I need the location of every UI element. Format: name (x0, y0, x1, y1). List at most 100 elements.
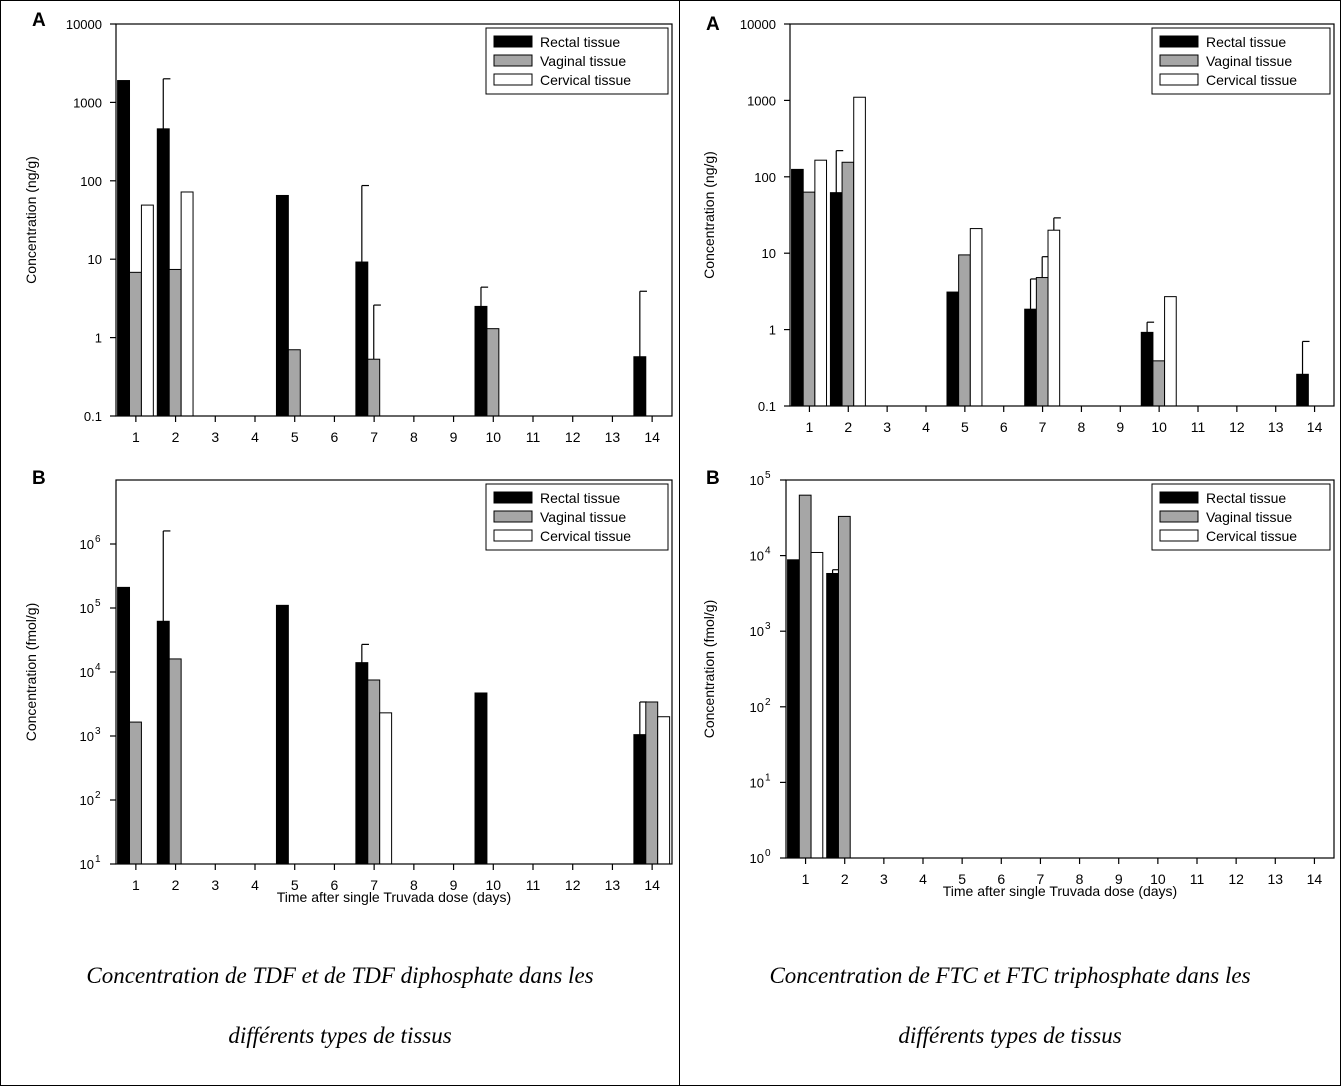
caption-line: Concentration de FTC et FTC triphosphate… (769, 963, 1251, 988)
y-tick-exponent: 2 (95, 790, 101, 801)
x-tick-label: 12 (565, 877, 581, 893)
bar-rectal (156, 128, 170, 417)
x-tick-label: 4 (251, 877, 259, 893)
chart-svg: A Concentration (ng/g) 0.1 1 10 100 1000 10000 1… (701, 14, 1335, 435)
chart-ftc-panel-b: B Concentration (fmol/g) 10 0 10 1 10 2 10 3 10 4 10… (684, 462, 1336, 936)
x-axis-label: Time after single Truvada dose (days) (277, 889, 511, 905)
legend-swatch-cervical (493, 73, 533, 86)
x-tick-label: 13 (1267, 871, 1283, 887)
x-tick-label: 9 (1116, 419, 1124, 435)
legend-label: Rectal tissue (540, 490, 620, 506)
x-tick-label: 3 (883, 419, 891, 435)
y-tick-label: 10 (80, 537, 94, 552)
panel-letter: A (706, 14, 720, 35)
bar-rectal (826, 572, 839, 859)
bar-cervical (1164, 296, 1177, 407)
bar-vaginal (168, 658, 182, 865)
x-tick-label: 5 (961, 419, 969, 435)
legend-swatch-vaginal (1159, 510, 1199, 523)
legend-label: Vaginal tissue (1206, 53, 1292, 69)
bar-vaginal (367, 358, 381, 417)
x-tick-label: 4 (919, 871, 927, 887)
y-tick-label: 10 (750, 851, 764, 866)
bar-vaginal (129, 271, 142, 417)
y-tick-label: 10 (80, 601, 94, 616)
x-tick-label: 1 (802, 871, 810, 887)
x-tick-label: 14 (644, 877, 660, 893)
legend-label: Cervical tissue (1206, 528, 1297, 544)
y-axis-label: Concentration (fmol/g) (701, 600, 717, 739)
legend-swatch-vaginal (1159, 54, 1199, 67)
bar-rectal (633, 734, 647, 865)
y-tick-label: 0.1 (758, 399, 776, 414)
y-tick-exponent: 2 (765, 697, 771, 708)
legend-label: Vaginal tissue (1206, 509, 1292, 525)
y-tick-label: 10 (750, 775, 764, 790)
y-tick-label: 1 (95, 331, 102, 346)
legend-swatch-cervical (1159, 73, 1199, 86)
y-tick-label: 10 (80, 857, 94, 872)
x-tick-label: 1 (132, 877, 140, 893)
x-tick-label: 2 (844, 419, 852, 435)
y-tick-label: 1000 (747, 93, 776, 108)
x-tick-label: 11 (526, 877, 541, 893)
x-tick-label: 5 (958, 871, 966, 887)
legend-label: Cervical tissue (1206, 72, 1297, 88)
bar-rectal (117, 586, 131, 865)
y-tick-label: 10 (750, 700, 764, 715)
bar-rectal (474, 692, 488, 865)
x-tick-label: 6 (331, 877, 339, 893)
y-tick-label: 100 (80, 174, 102, 189)
y-tick-label: 10 (88, 252, 102, 267)
bar-vaginal (287, 349, 301, 417)
bar-cervical (969, 228, 983, 407)
caption-line: différents types de tissus (228, 1023, 452, 1048)
panel-letter: A (32, 10, 46, 31)
x-tick-label: 3 (211, 877, 219, 893)
bar-vaginal (1035, 277, 1049, 407)
caption-line: Concentration de TDF et de TDF diphospha… (86, 963, 594, 988)
x-tick-label: 1 (132, 429, 140, 445)
bar-vaginal (837, 515, 851, 859)
y-tick-exponent: 0 (765, 848, 771, 859)
legend-label: Rectal tissue (1206, 34, 1286, 50)
bar-vaginal (486, 328, 500, 417)
y-tick-exponent: 5 (765, 470, 771, 481)
chart-tdf-panel-a: A Concentration (ng/g) 0.1 1 10 100 1000 10000 1… (4, 6, 676, 464)
x-tick-label: 14 (1307, 871, 1323, 887)
y-tick-exponent: 1 (95, 854, 101, 865)
x-tick-label: 7 (370, 877, 378, 893)
bar-cervical (853, 96, 866, 407)
legend-swatch-rectal (1159, 35, 1199, 48)
bar-rectal (156, 620, 170, 865)
y-tick-exponent: 6 (95, 534, 101, 545)
x-tick-label: 12 (1229, 419, 1245, 435)
y-tick-exponent: 4 (95, 662, 101, 673)
bar-vaginal (798, 494, 812, 859)
x-tick-label: 10 (485, 429, 501, 445)
bar-cervical (814, 159, 828, 407)
legend-label: Vaginal tissue (540, 509, 626, 525)
legend-swatch-rectal (493, 491, 533, 504)
caption-tdf: Concentration de TDF et de TDF diphospha… (10, 946, 670, 1066)
x-tick-label: 6 (997, 871, 1005, 887)
y-tick-label: 10000 (740, 17, 776, 32)
y-tick-label: 10000 (66, 17, 102, 32)
x-tick-label: 7 (370, 429, 378, 445)
y-tick-label: 10 (80, 793, 94, 808)
bar-vaginal (802, 191, 816, 407)
x-tick-label: 11 (1191, 419, 1206, 435)
bar-cervical (140, 204, 154, 417)
bar-rectal (787, 559, 800, 859)
x-tick-label: 5 (291, 429, 299, 445)
x-tick-label: 8 (410, 429, 418, 445)
bar-vaginal (367, 679, 381, 865)
x-tick-label: 11 (526, 429, 541, 445)
panel-letter: B (32, 468, 46, 489)
x-tick-label: 6 (331, 429, 339, 445)
bar-rectal (791, 168, 804, 407)
x-tick-label: 7 (1039, 419, 1047, 435)
x-tick-label: 12 (565, 429, 581, 445)
x-tick-label: 13 (1268, 419, 1284, 435)
